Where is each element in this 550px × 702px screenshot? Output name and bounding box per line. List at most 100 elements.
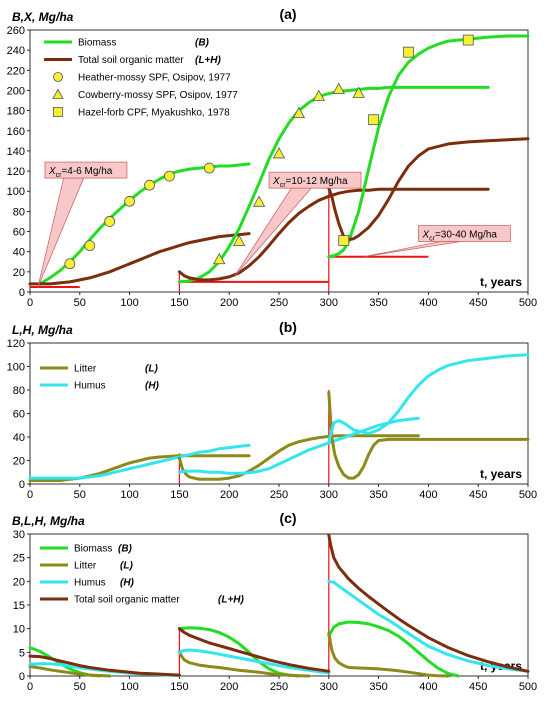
callout-text: Xcr=30-40 Mg/ha	[421, 230, 497, 243]
x-tick-label: 400	[419, 489, 437, 501]
x-tick-label: 200	[220, 681, 238, 693]
x-tick-label: 50	[74, 489, 86, 501]
callout-value: =10-12 Mg/ha	[286, 176, 348, 187]
data-point-circle	[164, 170, 175, 182]
series-line	[177, 648, 331, 675]
x-tick-label: 0	[27, 489, 33, 501]
y-axis-label: B,X, Mg/ha	[12, 10, 74, 24]
series-line	[327, 620, 460, 678]
panel-c: 0 50 100 150 200 250 300 350 400 450 500 0 5 10 15 20 25…	[12, 510, 537, 693]
x-tick-label: 100	[120, 297, 138, 309]
legend-label: Humus	[74, 381, 106, 392]
x-tick-label: 350	[369, 297, 387, 309]
legend-marker-square	[53, 107, 63, 117]
series-line	[327, 353, 530, 444]
data-point-triangle	[252, 195, 266, 207]
y-tick-label: 20	[13, 456, 25, 468]
panel-label: (a)	[279, 6, 296, 22]
series-line	[327, 137, 530, 242]
series-line	[28, 665, 112, 678]
y-tick-label: 160	[7, 126, 25, 138]
x-tick-label: 450	[469, 297, 487, 309]
callout-subscript: cr	[56, 172, 63, 179]
y-tick-label: 20	[13, 267, 25, 279]
legend-tag: (L+H)	[218, 595, 245, 606]
callout-subscript: cr	[429, 236, 436, 243]
y-tick-label: 180	[7, 106, 25, 118]
series-line	[177, 187, 490, 282]
x-axis-label: t, years	[480, 275, 522, 289]
y-tick-label: 15	[13, 600, 25, 612]
y-tick-label: 120	[7, 338, 25, 350]
callout-box	[268, 171, 362, 189]
y-tick-label: 80	[13, 385, 25, 397]
data-point-triangle	[352, 86, 365, 98]
data-point-circle	[104, 216, 116, 227]
legend-label: Biomass	[74, 544, 112, 555]
legend-marker-circle	[53, 72, 63, 82]
x-tick-label: 500	[519, 297, 537, 309]
callout-pointer	[363, 241, 461, 258]
x-tick-label: 50	[74, 297, 86, 309]
x-axis-label: t, years	[480, 467, 522, 481]
series-line	[327, 579, 530, 673]
legend-tag: (H)	[120, 578, 135, 589]
legend-label: Humus	[74, 578, 106, 589]
legend-label: Hazel-forb CPF, Myakushko, 1978	[78, 108, 230, 119]
y-tick-label: 140	[7, 146, 25, 158]
y-tick-label: 60	[13, 227, 25, 239]
callout-symbol: X	[48, 166, 56, 177]
series-line	[28, 443, 251, 480]
x-tick-label: 100	[120, 681, 138, 693]
y-tick-label: 10	[13, 624, 25, 636]
y-tick-label: 60	[13, 409, 25, 421]
legend-tag: (L)	[145, 364, 158, 375]
data-point-triangle	[312, 89, 326, 101]
data-point-triangle	[213, 252, 226, 265]
legend-tag: (B)	[118, 544, 133, 555]
y-tick-label: 40	[13, 432, 25, 444]
x-tick-label: 250	[270, 297, 288, 309]
legend-marker-triangle	[52, 88, 64, 99]
data-point-circle	[64, 258, 76, 270]
data-point-circle	[144, 179, 155, 191]
callout-value: =4-6 Mg/ha	[61, 166, 112, 177]
y-tick-label: 200	[7, 85, 25, 97]
x-tick-label: 400	[419, 297, 437, 309]
x-tick-label: 500	[519, 681, 537, 693]
panel-b: 0 50 100 150 200 250 300 350 400 450 500 0 20 40 60 80 1…	[7, 319, 538, 501]
x-tick-label: 300	[320, 297, 338, 309]
legend-tag: (L)	[120, 561, 133, 572]
y-tick-label: 5	[19, 647, 25, 659]
x-tick-label: 150	[170, 681, 188, 693]
x-tick-label: 200	[220, 489, 238, 501]
callout-box	[418, 225, 511, 242]
x-tick-label: 150	[170, 489, 188, 501]
x-tick-label: 500	[519, 489, 537, 501]
x-tick-label: 250	[270, 489, 288, 501]
x-tick-label: 400	[419, 681, 437, 693]
series-line	[177, 627, 331, 673]
callout-box	[44, 161, 128, 179]
callout-value: =30-40 Mg/ha	[435, 230, 497, 241]
legend-label: Total soil organic matter	[78, 55, 184, 66]
x-tick-label: 350	[369, 681, 387, 693]
callout-symbol: X	[421, 230, 429, 241]
data-point-triangle	[292, 106, 306, 119]
legend-label: Litter	[74, 561, 97, 572]
legend-label: Litter	[74, 364, 97, 375]
series-line	[327, 533, 530, 673]
data-point-square	[368, 114, 380, 126]
data-point-circle	[203, 162, 215, 174]
legend-tag: (H)	[145, 381, 160, 392]
series-line	[327, 631, 450, 678]
x-tick-label: 250	[270, 681, 288, 693]
y-axis-label: B,L,H, Mg/ha	[12, 514, 85, 528]
y-tick-label: 40	[13, 247, 25, 259]
callout-text: Xcr=10-12 Mg/ha	[272, 176, 348, 189]
y-tick-label: 80	[13, 206, 25, 218]
y-tick-label: 100	[7, 186, 25, 198]
data-point-triangle	[272, 147, 286, 159]
data-point-square	[462, 34, 474, 46]
x-tick-label: 0	[27, 297, 33, 309]
